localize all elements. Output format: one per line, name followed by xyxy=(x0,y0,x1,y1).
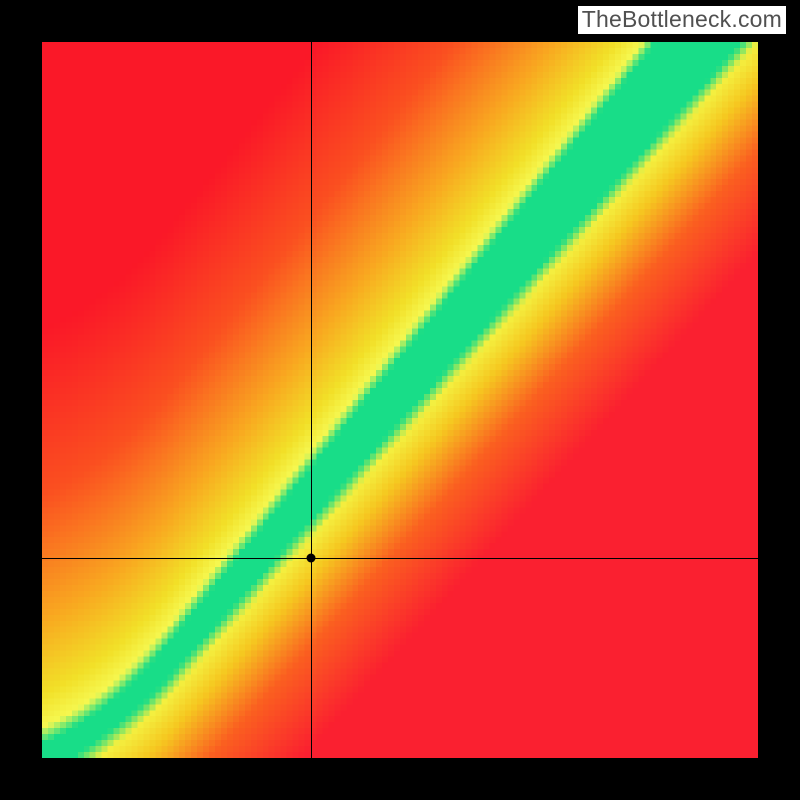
watermark-text: TheBottleneck.com xyxy=(578,6,786,34)
crosshair-horizontal xyxy=(42,558,758,559)
crosshair-point xyxy=(306,553,315,562)
plot-area xyxy=(42,42,758,758)
crosshair-vertical xyxy=(311,42,312,758)
chart-outer-frame: TheBottleneck.com xyxy=(0,0,800,800)
heatmap-canvas xyxy=(42,42,758,758)
